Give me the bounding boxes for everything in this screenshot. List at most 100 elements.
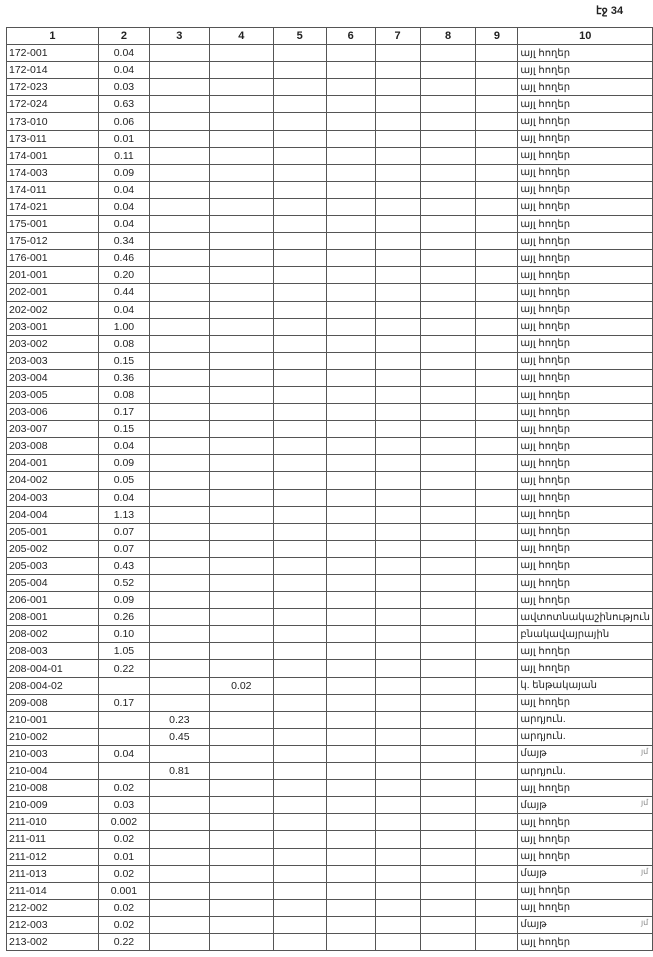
table-row: 173-010 0.06 այլ հողեր [6,112,653,131]
table-row: 208-003 1.05 այլ հողեր [6,642,653,661]
table-row: 203-005 0.08 այլ հողեր [6,385,653,405]
area-cell [148,693,210,712]
area-cell [475,215,519,234]
parcel-code-cell: 211-013 [6,864,99,883]
column-header-5: 5 [272,26,327,46]
area-cell [272,420,327,439]
area-cell [475,317,519,336]
table-row: 172-023 0.03 այլ հողեր [6,78,653,97]
area-cell [148,385,210,405]
area-cell [208,249,274,268]
area-cell: 1.00 [97,317,150,336]
area-cell [208,573,274,593]
area-cell: 0.34 [97,232,150,251]
area-cell [374,232,421,251]
area-cell: 0.03 [97,78,150,97]
area-cell [475,197,519,217]
area-cell: 0.02 [97,915,150,934]
area-cell [272,78,327,97]
area-cell [419,129,477,148]
area-cell [148,197,210,217]
area-cell [208,146,274,165]
area-cell [475,385,519,405]
land-type-cell: այլ հողեր [517,454,653,473]
table-row: 202-002 0.04 այլ հողեր [6,300,653,319]
area-cell [325,830,376,849]
land-type-cell: այլ հողեր [517,163,653,182]
table-row: 172-014 0.04 այլ հողեր [6,61,653,80]
parcel-code-cell: 210-001 [6,710,99,729]
area-cell [374,693,421,712]
area-cell [208,659,274,678]
area-cell [419,368,477,387]
area-cell [475,437,519,456]
area-cell [475,744,519,764]
land-type-cell: այլ հողեր [517,847,653,866]
land-type-cell: այլ հողեր [517,232,653,251]
area-cell [325,146,376,165]
area-cell [325,232,376,251]
parcel-code-cell: 211-010 [6,813,99,832]
area-cell [419,864,477,883]
area-cell [208,608,274,627]
area-cell [148,95,210,114]
area-cell [374,403,421,422]
land-type-cell: այլ հողեր [517,898,653,917]
area-cell [419,693,477,712]
parcel-code-cell: 203-005 [6,385,99,405]
area-cell: 0.04 [97,61,150,80]
table-row: 202-001 0.44 այլ հողեր [6,283,653,302]
land-type-cell: այլ հողեր [517,437,653,456]
area-cell [374,197,421,217]
table-row: 212-003 0.02 մայթ [6,915,653,934]
area-cell [419,163,477,182]
land-type-cell: այլ հողեր [517,44,653,63]
area-cell [208,830,274,849]
land-type-cell: այլ հողեր [517,539,653,558]
area-cell [272,796,327,815]
area-cell [475,368,519,387]
table-row: 211-010 0.002 այլ հողեր [6,813,653,832]
area-cell [374,830,421,849]
area-cell [475,112,519,131]
area-cell [475,300,519,319]
parcel-code-cell: 203-006 [6,403,99,422]
area-cell [419,932,477,952]
area-cell [475,813,519,832]
area-cell [419,197,477,217]
area-cell [374,385,421,405]
land-type-cell: կ. ենթակայան [517,676,653,695]
area-cell [374,78,421,97]
area-cell [272,334,327,353]
area-cell [148,129,210,148]
table-row: 203-007 0.15 այլ հողեր [6,420,653,439]
area-cell [325,710,376,729]
area-cell [475,146,519,165]
area-cell [325,95,376,114]
area-cell [419,591,477,610]
area-cell [272,539,327,558]
area-cell [325,642,376,661]
area-cell [374,522,421,541]
area-cell [475,847,519,866]
table-row: 208-001 0.26 ավտոտնակաշինություն [6,608,653,627]
area-cell [374,659,421,678]
area-cell [419,744,477,764]
parcel-code-cell: 206-001 [6,591,99,610]
area-cell [325,625,376,644]
area-cell [374,762,421,781]
column-header-2: 2 [97,26,150,46]
area-cell [208,351,274,370]
area-cell: 0.04 [97,44,150,63]
area-cell [148,539,210,558]
area-cell [475,625,519,644]
area-cell [272,95,327,114]
area-cell: 0.17 [97,693,150,712]
table-row: 204-001 0.09 այլ հողեր [6,454,653,473]
area-cell [325,78,376,97]
area-cell [208,163,274,182]
area-cell [419,180,477,199]
table-row: 210-008 0.02 այլ հողեր [6,779,653,798]
area-cell [475,608,519,627]
parcel-code-cell: 209-008 [6,693,99,712]
